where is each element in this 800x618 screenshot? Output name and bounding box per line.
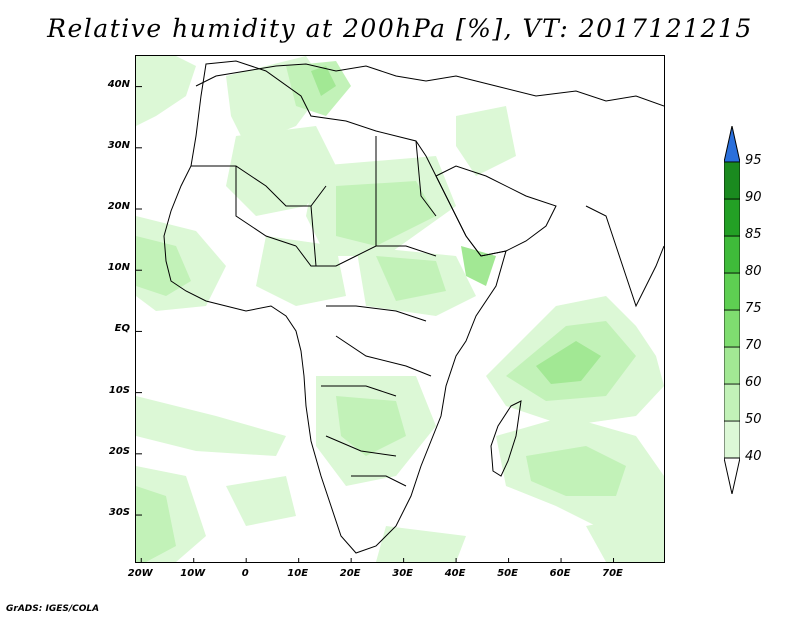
humidity-map (136, 56, 664, 562)
colorbar-level-label: 75 (745, 301, 762, 316)
lat-tick-label: EQ (114, 323, 130, 335)
colorbar-under-triangle (724, 457, 740, 494)
colorbar-level-label: 80 (745, 264, 762, 279)
colorbar-level-label: 95 (745, 153, 762, 168)
colorbar-segment (724, 161, 740, 200)
lat-tick-label: 10S (108, 384, 130, 396)
lon-tick-label: 20E (339, 568, 361, 579)
colorbar-segment (724, 383, 740, 422)
footer-credit: GrADS: IGES/COLA (6, 604, 100, 614)
lon-tick-label: 70E (602, 568, 623, 579)
colorbar-level-label: 50 (745, 412, 762, 427)
colorbar-segment (724, 198, 740, 237)
humidity-shading (136, 56, 664, 562)
colorbar-level-label: 60 (745, 375, 762, 390)
lat-tick-label: 20S (108, 445, 130, 457)
lon-tick-label: 60E (549, 568, 571, 579)
lat-tick-label: 10N (107, 262, 130, 274)
colorbar-segment (724, 272, 740, 311)
map-plot-area (135, 55, 665, 563)
lat-tick-label: 40N (107, 78, 130, 90)
colorbar-level-label: 90 (745, 190, 762, 205)
lon-tick-label: 30E (392, 568, 413, 579)
lon-tick-label: 20W (127, 568, 153, 579)
lon-tick-label: 10E (287, 568, 309, 579)
lon-tick-label: 10W (180, 568, 206, 579)
map-title: Relative humidity at 200hPa [%], VT: 201… (47, 14, 753, 43)
lat-tick-label: 30S (108, 507, 130, 519)
colorbar-level-label: 85 (745, 227, 762, 242)
lat-tick-label: 30N (107, 139, 130, 151)
lon-tick-label: 40E (444, 568, 466, 579)
lon-tick-label: 0 (241, 568, 249, 579)
colorbar-over-triangle (724, 126, 740, 163)
colorbar-segment (724, 309, 740, 348)
lat-tick-label: 20N (107, 201, 130, 212)
colorbar-segment (724, 420, 740, 459)
colorbar (724, 126, 740, 494)
axis-ticks (136, 86, 615, 562)
coastline (163, 60, 664, 554)
colorbar-segment (724, 346, 740, 385)
colorbar-segment (724, 235, 740, 274)
colorbar-level-label: 70 (745, 338, 762, 353)
lon-tick-label: 50E (497, 568, 518, 579)
colorbar-level-label: 40 (745, 449, 762, 464)
